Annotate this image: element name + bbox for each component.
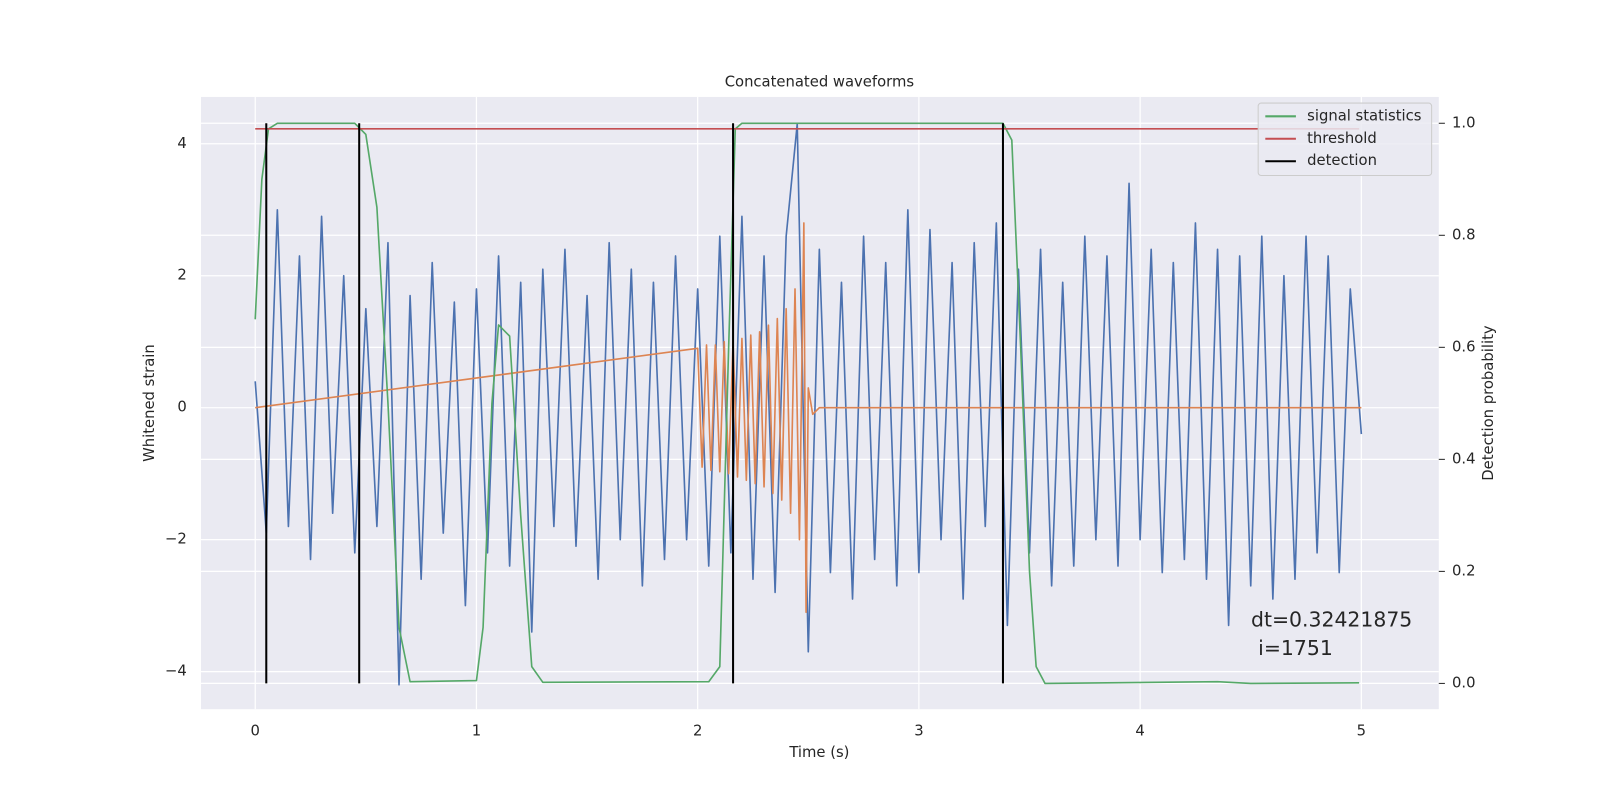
y2-tick-label: 0.2 — [1452, 562, 1476, 579]
x-tick-label: 1 — [472, 723, 481, 740]
y2-tick-label: 0.4 — [1452, 450, 1476, 467]
series-line — [254, 123, 1363, 686]
legend: signal statistics threshold detection — [1257, 102, 1433, 177]
y-tick-label: −4 — [165, 663, 187, 680]
legend-label: signal statistics — [1307, 107, 1421, 124]
y-tick-label: 0 — [177, 399, 186, 416]
x-tick-label: 2 — [693, 723, 702, 740]
x-tick-label: 5 — [1357, 723, 1366, 740]
annotation: i=1751 — [1258, 636, 1333, 660]
legend-label: detection — [1307, 152, 1377, 169]
y-tick-label: 2 — [177, 267, 186, 284]
legend-label: threshold — [1307, 130, 1377, 147]
annotation: dt=0.32421875 — [1251, 607, 1412, 631]
y2-tick-label: 0.6 — [1452, 338, 1476, 355]
legend-box — [1257, 102, 1433, 177]
series-line — [255, 222, 1362, 614]
y-tick-label: 4 — [177, 135, 186, 152]
y-axis-label: Whitened strain — [141, 344, 158, 462]
y-tick-label: −2 — [165, 531, 187, 548]
y2-tick-label: 0.8 — [1452, 226, 1476, 243]
x-tick-label: 4 — [1135, 723, 1144, 740]
x-tick-label: 0 — [251, 723, 260, 740]
y2-tick-label: 0.0 — [1452, 674, 1476, 691]
x-axis-label: Time (s) — [788, 744, 849, 761]
chart-title: Concatenated waveforms — [725, 74, 914, 91]
y2-axis-label: Detection probability — [1480, 325, 1497, 481]
y2-tick-label: 1.0 — [1452, 114, 1476, 131]
marks — [254, 122, 1363, 686]
series-line — [254, 122, 1360, 685]
x-tick-label: 3 — [914, 723, 923, 740]
